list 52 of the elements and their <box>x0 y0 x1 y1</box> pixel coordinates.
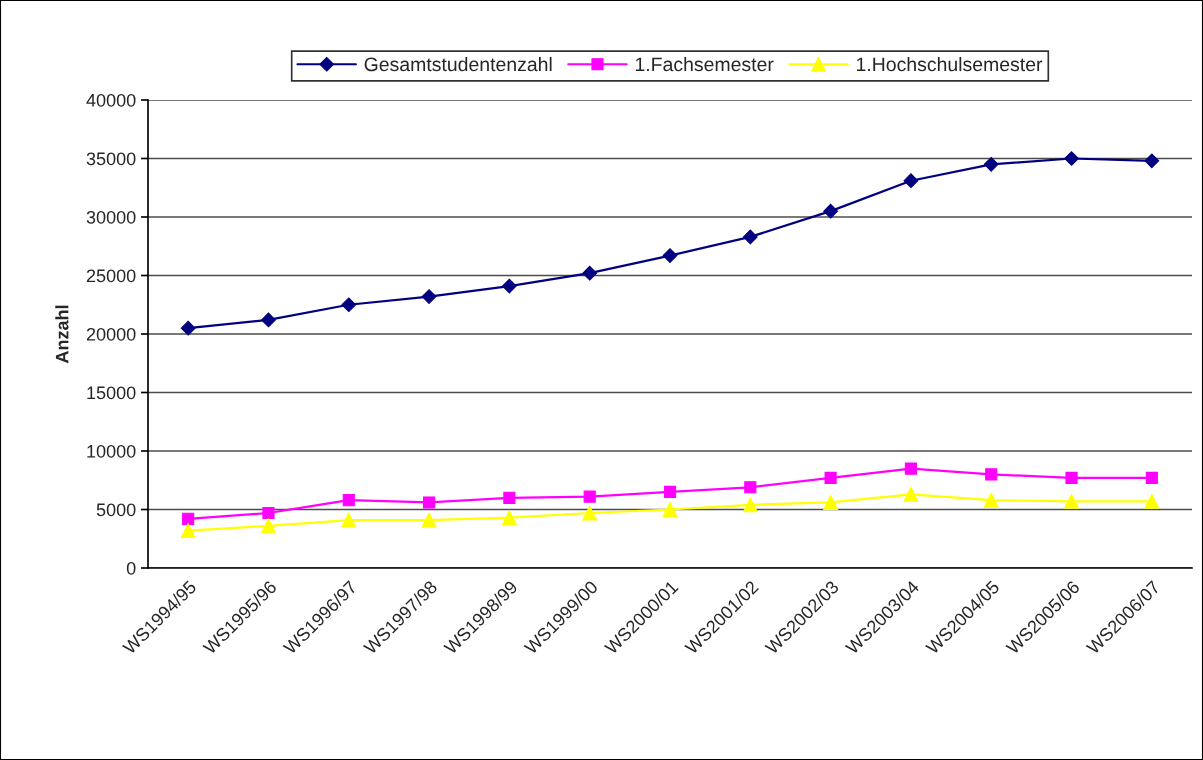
point <box>582 505 598 521</box>
y-tick-label: 40000 <box>86 93 136 107</box>
point <box>503 491 516 504</box>
point <box>182 512 195 525</box>
point <box>742 497 758 513</box>
point <box>1065 471 1078 484</box>
point <box>904 462 917 475</box>
point <box>824 471 837 484</box>
y-tick-label: 25000 <box>86 269 136 283</box>
legend-label: 1.Hochschulsemester <box>857 56 1043 72</box>
y-tick-label: 10000 <box>87 444 136 458</box>
y-tick-label: 15000 <box>87 386 136 400</box>
legend-label: Gesamtstudentenzahl <box>364 56 552 72</box>
point <box>903 486 919 502</box>
y-axis-title: Anzahl <box>55 305 69 364</box>
point <box>985 468 998 481</box>
point <box>261 518 276 534</box>
point <box>983 156 999 172</box>
point <box>823 203 839 219</box>
point <box>583 490 596 503</box>
point <box>421 512 437 528</box>
point <box>1064 493 1079 509</box>
point <box>341 512 357 528</box>
point <box>823 495 839 510</box>
point <box>744 481 757 494</box>
point <box>663 485 677 499</box>
y-tick-label: 30000 <box>86 210 136 224</box>
point <box>1064 151 1079 166</box>
point <box>742 229 758 245</box>
point <box>180 523 196 539</box>
point <box>1144 493 1160 509</box>
point <box>262 506 275 520</box>
point <box>1144 153 1160 169</box>
y-tick-label: 35000 <box>86 152 136 166</box>
legend-label: 1.Fachsemester <box>635 56 774 72</box>
point <box>261 312 276 328</box>
y-tick-label: 0 <box>126 561 136 575</box>
point <box>501 278 517 294</box>
y-tick-label: 5000 <box>96 503 136 517</box>
point <box>342 494 355 507</box>
point <box>662 502 678 517</box>
point <box>421 289 437 304</box>
point <box>501 510 517 526</box>
point <box>582 265 598 281</box>
point <box>1145 471 1158 484</box>
point <box>903 173 919 189</box>
point <box>341 297 357 313</box>
point <box>180 320 196 336</box>
point <box>983 492 999 508</box>
point <box>662 248 678 263</box>
y-tick-label: 20000 <box>86 327 136 341</box>
point <box>423 496 436 509</box>
